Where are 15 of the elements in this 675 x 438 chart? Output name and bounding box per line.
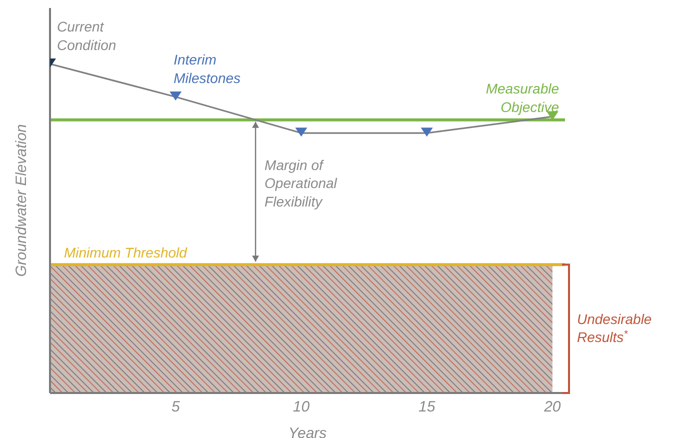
ref-line-label: Measurable Objective: [486, 80, 560, 115]
x-axis-title: Years: [288, 425, 328, 438]
annotation: Margin of Operational Flexibility: [264, 156, 338, 210]
y-axis-title: Groundwater Elevation: [13, 124, 30, 277]
annotation: Interim Milestones: [174, 52, 241, 86]
point: [420, 128, 433, 137]
x-tick-label: 15: [418, 398, 436, 416]
ref-line-label: Minimum Threshold: [64, 244, 188, 261]
point: [170, 91, 182, 100]
point: [295, 128, 308, 137]
x-tick-label: 5: [171, 398, 180, 416]
annotation: Current Condition: [57, 18, 116, 53]
x-tick-label: 20: [543, 398, 562, 416]
x-tick-label: 10: [292, 398, 310, 416]
band-label: Undesirable Results$^{*}$: [577, 310, 652, 346]
